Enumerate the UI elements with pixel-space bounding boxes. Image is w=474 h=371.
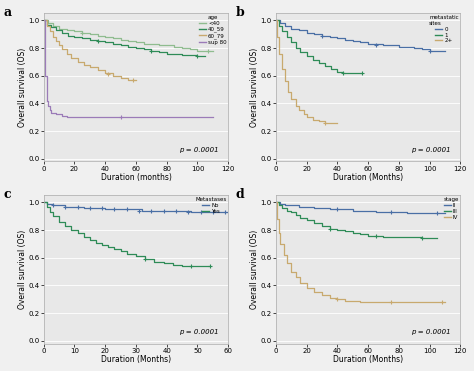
Text: a: a bbox=[3, 6, 11, 19]
Text: p = 0.0001: p = 0.0001 bbox=[411, 147, 451, 152]
X-axis label: Duration (months): Duration (months) bbox=[100, 173, 172, 182]
Text: p = 0.0001: p = 0.0001 bbox=[179, 329, 219, 335]
Text: d: d bbox=[235, 188, 244, 201]
X-axis label: Duration (Months): Duration (Months) bbox=[333, 173, 403, 182]
Y-axis label: Overall survival (OS): Overall survival (OS) bbox=[250, 230, 259, 309]
Legend: II, III, IV: II, III, IV bbox=[442, 196, 460, 221]
Legend: <40, 40_59, 60_79, sup 80: <40, 40_59, 60_79, sup 80 bbox=[198, 14, 228, 46]
Text: p = 0.0001: p = 0.0001 bbox=[411, 329, 451, 335]
Legend: No, Yes: No, Yes bbox=[194, 196, 228, 215]
X-axis label: Duration (Months): Duration (Months) bbox=[333, 355, 403, 364]
Y-axis label: Overall survival (OS): Overall survival (OS) bbox=[18, 230, 27, 309]
Text: p = 0.0001: p = 0.0001 bbox=[179, 147, 219, 152]
X-axis label: Duration (Months): Duration (Months) bbox=[101, 355, 171, 364]
Y-axis label: Overall survival (OS): Overall survival (OS) bbox=[250, 48, 259, 127]
Text: b: b bbox=[235, 6, 244, 19]
Text: c: c bbox=[3, 188, 11, 201]
Y-axis label: Overall survival (OS): Overall survival (OS) bbox=[18, 48, 27, 127]
Legend: 0, 1, 2+: 0, 1, 2+ bbox=[428, 14, 460, 45]
